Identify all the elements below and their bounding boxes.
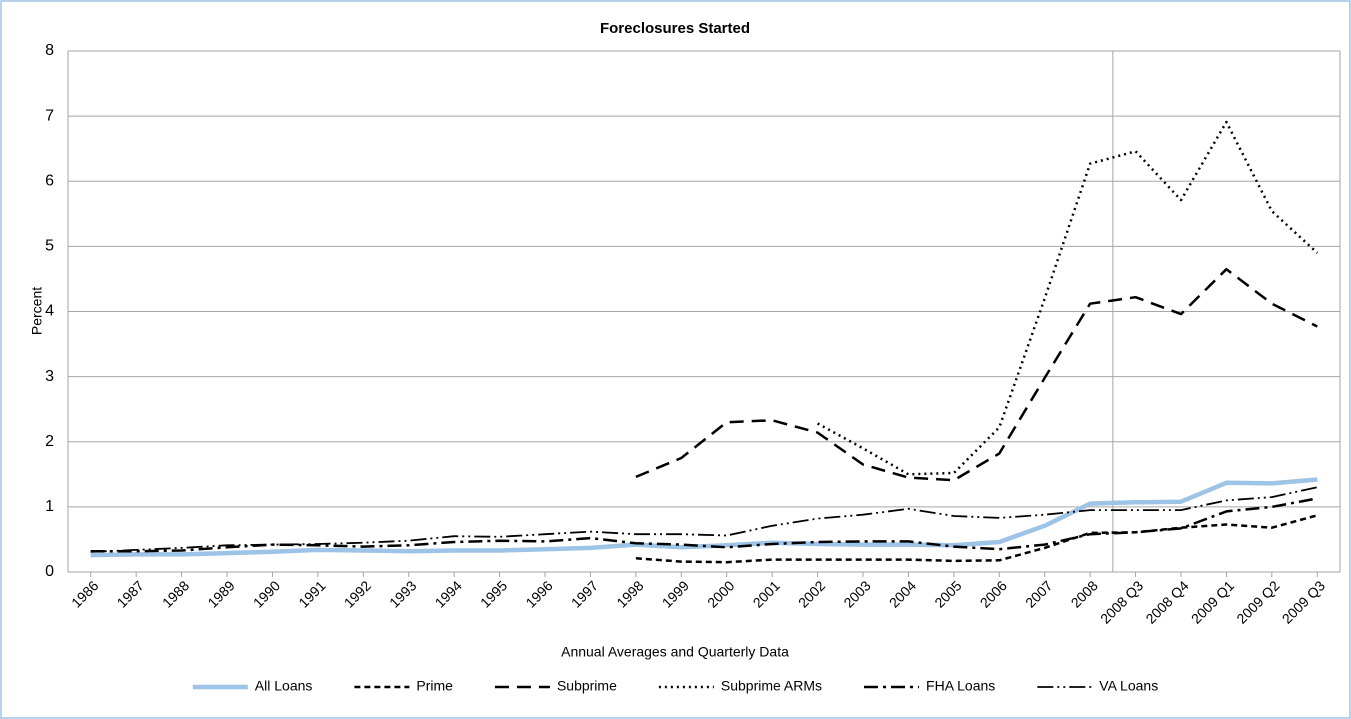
- y-axis-label: Percent: [29, 287, 45, 335]
- y-tick-label: 3: [45, 368, 54, 385]
- y-tick-label: 8: [45, 42, 54, 59]
- x-axis-label: Annual Averages and Quarterly Data: [561, 644, 789, 660]
- legend-label: Prime: [416, 678, 453, 694]
- legend-label: FHA Loans: [926, 678, 995, 694]
- series-line: [90, 497, 1318, 553]
- series-line: [90, 486, 1318, 553]
- legend-label: Subprime: [557, 678, 617, 694]
- y-tick-label: 7: [45, 107, 54, 124]
- legend-label: All Loans: [255, 678, 313, 694]
- series-line: [635, 267, 1318, 482]
- chart-title: Foreclosures Started: [600, 20, 750, 37]
- legend: All Loans Prime Subprime Subprime ARMs FHA L…: [192, 678, 1158, 694]
- legend-label: VA Loans: [1099, 678, 1158, 694]
- legend-label: Subprime ARMs: [721, 678, 822, 694]
- y-tick-label: 0: [45, 563, 54, 580]
- y-tick-label: 2: [45, 433, 54, 450]
- series-line: [817, 120, 1319, 476]
- y-tick-label: 1: [45, 498, 54, 515]
- y-tick-label: 4: [45, 303, 54, 320]
- y-tick-label: 5: [45, 238, 54, 255]
- series-line: [635, 514, 1318, 564]
- y-tick-label: 6: [45, 172, 54, 189]
